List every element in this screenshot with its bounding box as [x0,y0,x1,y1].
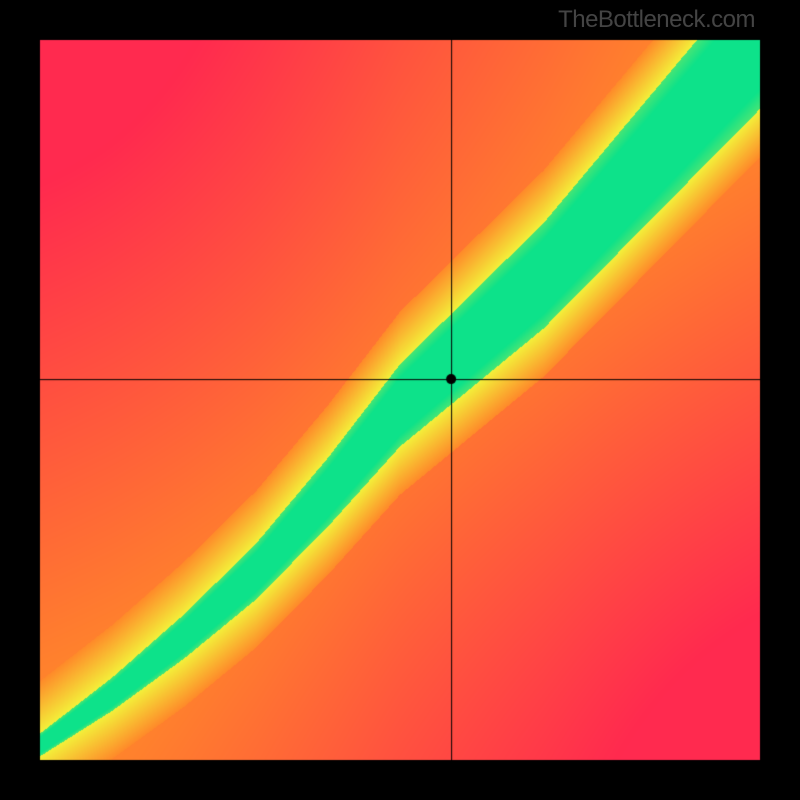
heatmap-canvas [0,0,800,800]
chart-container: TheBottleneck.com [0,0,800,800]
watermark-text: TheBottleneck.com [558,6,755,34]
